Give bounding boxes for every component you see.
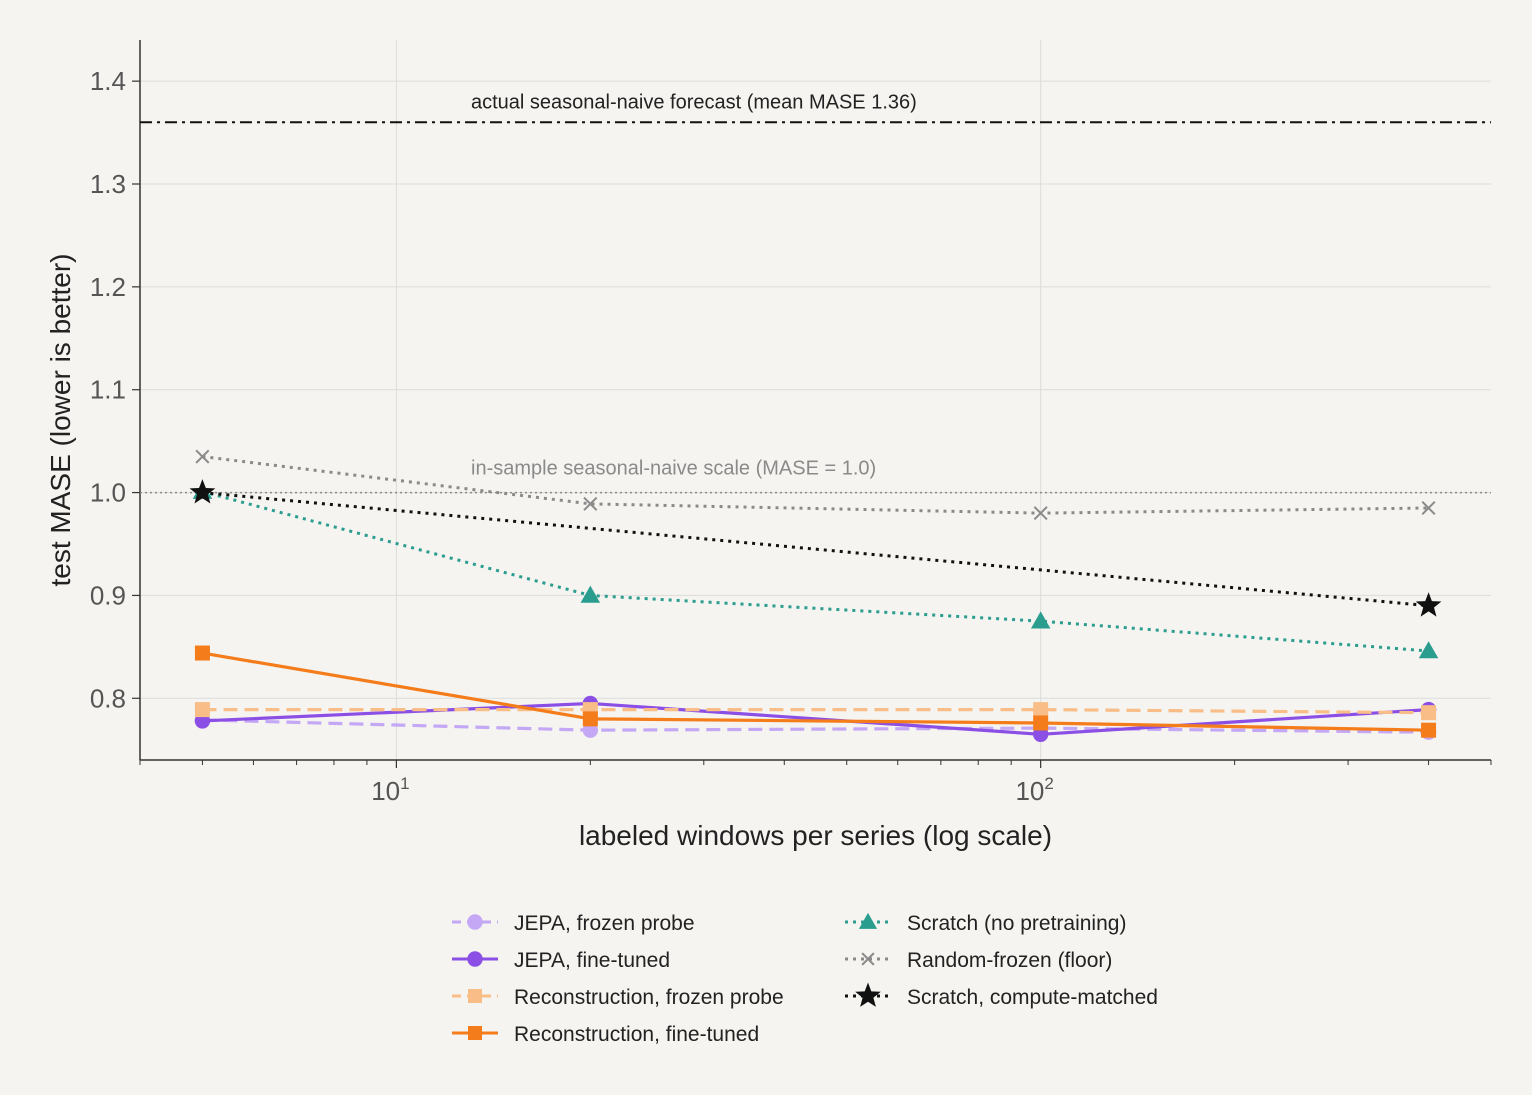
data-point-reconstruction-fine-tuned [1033,715,1049,731]
legend-marker-random-frozen-floor [861,952,875,966]
data-point-scratch-no-pretraining-shape [1418,641,1439,659]
legend-marker-reconstruction-frozen-probe [468,989,482,1003]
data-point-scratch-compute-matched [1415,592,1442,617]
data-point-random-frozen-floor [583,496,598,511]
data-point-random-frozen-floor-shape [583,496,598,511]
legend-marker-random-frozen-floor-shape [861,952,875,966]
data-point-reconstruction-frozen-probe-shape [194,702,210,718]
legend-label-scratch-no-pretraining: Scratch (no pretraining) [907,912,1126,935]
series-line-jepa-fine-tuned [202,701,1429,736]
legend-marker-scratch-no-pretraining-shape [858,912,878,929]
data-point-reconstruction-frozen-probe-shape [1033,702,1049,718]
legend-label-reconstruction-fine-tuned: Reconstruction, fine-tuned [514,1023,759,1046]
data-point-reconstruction-fine-tuned [194,645,210,661]
data-point-random-frozen-floor-shape [1421,500,1436,516]
data-point-random-frozen-floor [195,449,210,464]
data-point-scratch-no-pretraining-shape [1030,611,1051,629]
y-tick-label: 1.2 [90,272,126,302]
x-axis-title: labeled windows per series (log scale) [579,820,1052,851]
data-point-scratch-no-pretraining [1418,641,1439,659]
x-tick-label: 102 [1015,774,1053,806]
y-tick-label: 1.4 [90,66,126,96]
legend-label-random-frozen-floor: Random-frozen (floor) [907,949,1112,972]
data-point-reconstruction-frozen-probe-shape [1421,705,1437,721]
series-line-reconstruction-frozen-probe [202,707,1429,715]
y-tick-label: 0.8 [90,683,126,713]
data-point-random-frozen-floor-shape [1033,506,1048,521]
y-tick-label: 1.3 [90,169,126,199]
reference-line-label: in-sample seasonal-naive scale (MASE = 1… [471,458,876,480]
series-line-jepa-frozen-probe [202,718,1429,734]
y-tick-label: 1.0 [90,478,126,508]
reference-line-label: actual seasonal-naive forecast (mean MAS… [471,91,917,113]
data-point-scratch-compute-matched [189,479,216,504]
data-point-reconstruction-fine-tuned [1421,722,1437,738]
legend-marker-jepa-frozen-probe-shape [467,914,483,930]
y-tick-label: 0.9 [90,580,126,610]
legend-label-reconstruction-frozen-probe: Reconstruction, frozen probe [514,986,784,1009]
legend-marker-scratch-compute-matched [855,982,881,1007]
x-tick-label: 101 [371,774,409,806]
legend-marker-jepa-fine-tuned-shape [467,951,483,967]
data-point-reconstruction-fine-tuned-shape [1421,722,1437,738]
legend-label-jepa-frozen-probe: JEPA, frozen probe [514,912,695,935]
data-point-reconstruction-frozen-probe [1421,705,1437,721]
data-point-reconstruction-fine-tuned [582,711,598,727]
data-point-reconstruction-fine-tuned-shape [582,711,598,727]
data-point-reconstruction-frozen-probe [194,702,210,718]
y-axis-title: test MASE (lower is better) [45,254,76,587]
data-point-reconstruction-fine-tuned-shape [194,645,210,661]
data-point-random-frozen-floor-shape [195,449,210,464]
series-line-scratch-no-pretraining [202,490,1429,653]
data-point-scratch-compute-matched-shape [189,479,216,504]
series-line-scratch-compute-matched [202,491,1429,608]
legend-marker-jepa-fine-tuned [467,951,483,967]
data-point-random-frozen-floor [1033,506,1048,521]
data-point-random-frozen-floor [1421,500,1436,516]
legend-marker-scratch-no-pretraining [858,912,878,929]
data-point-reconstruction-fine-tuned-shape [1033,715,1049,731]
series-line-reconstruction-fine-tuned [202,651,1429,732]
legend-marker-reconstruction-fine-tuned [468,1026,482,1040]
y-tick-label: 1.1 [90,375,126,405]
legend-label-scratch-compute-matched: Scratch, compute-matched [907,986,1158,1009]
data-point-scratch-compute-matched-shape [1415,592,1442,617]
legend-marker-scratch-compute-matched-shape [855,982,881,1007]
legend-marker-reconstruction-frozen-probe-shape [468,989,482,1003]
legend-marker-jepa-frozen-probe [467,914,483,930]
data-point-scratch-no-pretraining [580,585,601,603]
legend-marker-reconstruction-fine-tuned-shape [468,1026,482,1040]
data-point-scratch-no-pretraining-shape [580,585,601,603]
data-point-scratch-no-pretraining [1030,611,1051,629]
data-point-reconstruction-frozen-probe [1033,702,1049,718]
legend-label-jepa-fine-tuned: JEPA, fine-tuned [514,949,670,972]
